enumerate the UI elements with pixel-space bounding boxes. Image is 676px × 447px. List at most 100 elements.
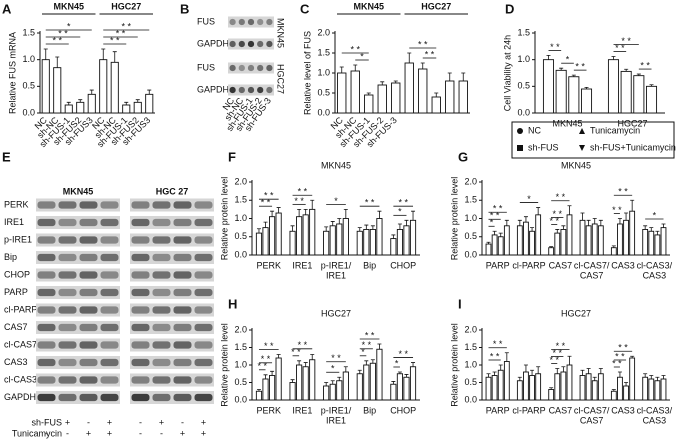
blot-side-label: HGC27 xyxy=(276,64,286,94)
bar xyxy=(133,101,142,114)
bar xyxy=(41,59,50,114)
condition-mark: - xyxy=(181,417,184,427)
significance-label: * * xyxy=(615,43,625,53)
blot-row-label: PARP xyxy=(4,287,28,297)
significance-label: * xyxy=(334,196,338,206)
y-tick-label: 0.5 xyxy=(464,231,477,241)
y-axis-label: Relative protein level xyxy=(219,177,229,261)
bar xyxy=(255,390,263,401)
blot-band xyxy=(131,341,150,349)
blot-band xyxy=(131,218,150,227)
bar xyxy=(309,208,316,256)
bar xyxy=(597,225,604,256)
blot-band xyxy=(238,86,245,94)
error-bar xyxy=(649,227,654,232)
y-axis-label: Relative protein level xyxy=(449,177,459,261)
significance-label: * * xyxy=(362,340,372,350)
error-bar xyxy=(530,227,535,232)
bar xyxy=(445,80,455,114)
condition-mark: + xyxy=(201,417,206,427)
blot-band xyxy=(173,376,192,384)
y-tick-label: 1.0 xyxy=(317,67,330,77)
blot-band xyxy=(266,64,273,72)
error-bar xyxy=(357,369,362,374)
significance-label: * xyxy=(653,210,657,220)
blot-strip xyxy=(130,338,214,352)
blot-strip xyxy=(130,198,214,212)
blot-band xyxy=(152,393,171,402)
blot-band xyxy=(79,323,98,332)
condition-mark: - xyxy=(45,428,48,438)
panel-label: G xyxy=(458,149,468,164)
blot-band xyxy=(173,218,192,227)
significance-label: * * xyxy=(493,204,503,214)
bar xyxy=(554,232,561,256)
y-tick-label: 0.5 xyxy=(22,81,35,91)
blot-band xyxy=(100,288,119,297)
bar xyxy=(364,94,374,114)
error-bar xyxy=(461,72,466,81)
blot-band xyxy=(79,218,98,227)
error-bar xyxy=(661,223,666,228)
legend-marker xyxy=(517,145,523,151)
error-bar xyxy=(339,66,344,73)
bar xyxy=(585,373,592,401)
blot-band xyxy=(79,271,98,279)
error-bar xyxy=(498,232,503,237)
bar xyxy=(660,378,667,401)
bar xyxy=(648,378,655,401)
blot-band xyxy=(58,271,77,279)
significance-label: * * xyxy=(350,44,360,54)
y-tick-label: 2.0 xyxy=(234,176,247,186)
blot-band xyxy=(131,306,150,314)
error-bar xyxy=(530,369,535,376)
error-bar xyxy=(517,376,522,381)
blot-row-label: p-IRE1 xyxy=(4,234,32,244)
error-bar xyxy=(617,371,622,378)
condition-label: Tunicamycin xyxy=(12,428,62,438)
bar xyxy=(597,373,604,401)
blot-band xyxy=(58,236,77,244)
blot-band xyxy=(194,358,213,367)
bar xyxy=(390,238,397,256)
significance-label: * * xyxy=(418,39,428,49)
condition-mark: + xyxy=(201,428,206,438)
blot-row-label: PERK xyxy=(4,199,29,209)
significance-label: * * xyxy=(294,196,304,206)
panel-label: H xyxy=(228,296,237,311)
significance-label: * * xyxy=(298,187,308,197)
bar xyxy=(629,357,636,401)
x-tick-label: HGC27 xyxy=(617,118,647,128)
y-tick-label: 1.0 xyxy=(234,359,247,369)
error-bar xyxy=(447,72,452,81)
bar xyxy=(396,373,403,401)
blot-strip xyxy=(130,251,214,264)
bar xyxy=(591,380,598,401)
bar xyxy=(654,234,661,256)
blot-band xyxy=(37,218,56,227)
blot-strip xyxy=(36,338,120,352)
blot-band xyxy=(247,18,255,26)
error-bar xyxy=(391,381,396,385)
blot-band xyxy=(131,288,150,297)
blot-band xyxy=(173,253,192,262)
bar xyxy=(516,380,523,401)
blot-band xyxy=(173,236,192,244)
significance-label: * * xyxy=(52,35,62,45)
error-bar xyxy=(43,48,48,60)
blot-band xyxy=(58,393,77,402)
error-bar xyxy=(256,389,261,392)
blot-band xyxy=(37,376,56,384)
bar xyxy=(404,62,414,114)
blot-band xyxy=(247,40,255,48)
y-tick-label: 1.0 xyxy=(464,213,477,223)
blot-band xyxy=(229,64,236,72)
y-tick-label: 0.5 xyxy=(464,377,477,387)
error-bar xyxy=(523,364,528,372)
error-bar xyxy=(337,218,342,224)
error-bar xyxy=(561,366,566,372)
significance-label: * * xyxy=(618,187,628,197)
y-tick-label: 1.0 xyxy=(517,54,530,64)
blot-row-label: GAPDH xyxy=(197,38,229,48)
error-bar xyxy=(498,364,503,371)
